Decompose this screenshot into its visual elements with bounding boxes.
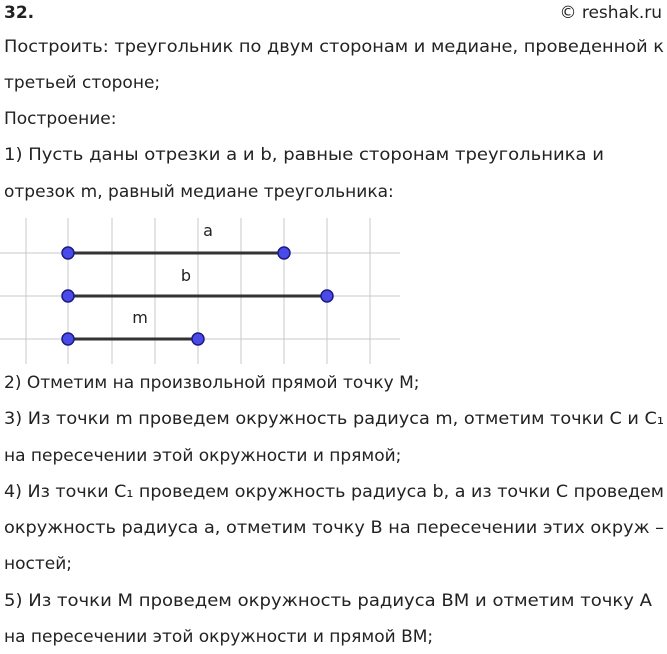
text-line: 1) Пусть даны отрезки a и b, равные стор… [4, 145, 604, 165]
endpoint [277, 246, 291, 260]
text-line: 3) Из точки m проведем окружность радиус… [4, 409, 664, 429]
endpoint [61, 332, 75, 346]
site-mark: © reshak.ru [559, 3, 662, 23]
text-line: третьей стороне; [4, 73, 160, 93]
text-line: на пересечении этой окружности и прямой … [4, 627, 433, 647]
text-line: 4) Из точки C₁ проведем окружность радиу… [4, 482, 664, 502]
segment-label: a [203, 221, 213, 240]
endpoint [61, 289, 75, 303]
text-line: Построить: треугольник по двум сторонам … [4, 37, 664, 57]
text-line: окружность радиуса a, отметим точку B на… [4, 518, 664, 538]
segment-label: b [181, 266, 191, 285]
text-line: ностей; [4, 554, 72, 574]
figure: a b m [0, 218, 400, 364]
problem-number: 32. [4, 3, 34, 23]
endpoint [61, 246, 75, 260]
segment-label: m [132, 308, 148, 327]
endpoint [191, 332, 205, 346]
text-line: 2) Отметим на произвольной прямой точку … [4, 373, 420, 393]
text-line: Построение: [4, 109, 116, 129]
text-line: на пересечении этой окружности и прямой; [4, 446, 401, 466]
text-line: 5) Из точки M проведем окружность радиус… [4, 591, 652, 611]
text-line: отрезок m, равный медиане треугольника: [4, 182, 394, 202]
endpoint [320, 289, 334, 303]
